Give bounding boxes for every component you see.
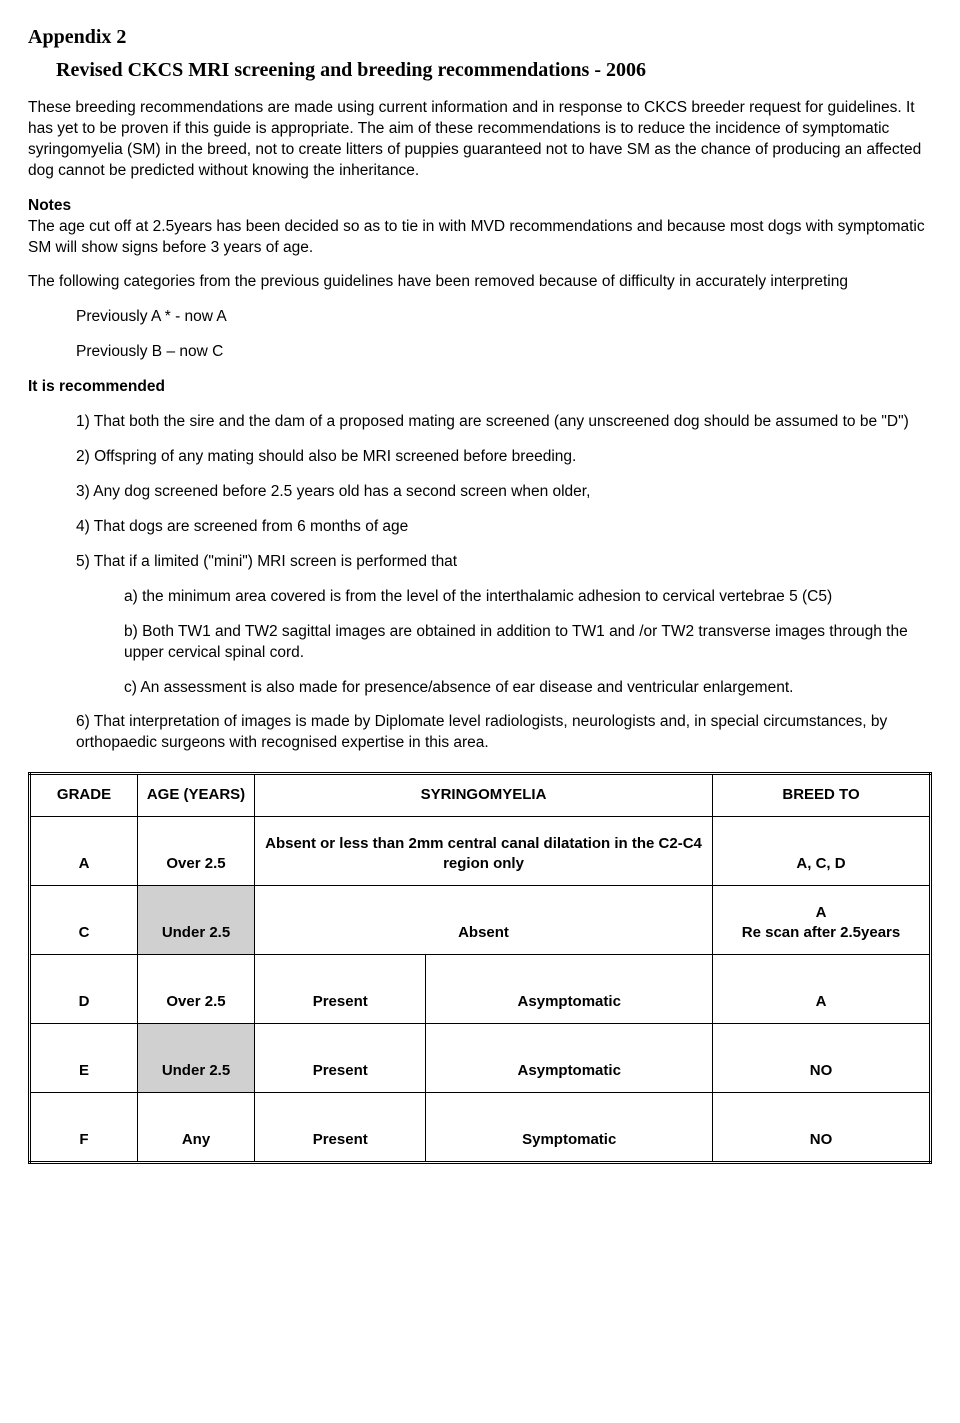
removed-b: Previously B – now C [76, 342, 932, 363]
rec-5: 5) That if a limited ("mini") MRI screen… [76, 552, 932, 573]
rec-5c: c) An assessment is also made for presen… [124, 678, 932, 699]
appendix-label: Appendix 2 [28, 24, 932, 51]
cell-sm2: Asymptomatic [426, 1023, 713, 1092]
cell-age: Over 2.5 [138, 954, 255, 1023]
cell-age: Under 2.5 [138, 1023, 255, 1092]
removed-categories-lead: The following categories from the previo… [28, 272, 932, 293]
th-breed: BREED TO [713, 774, 931, 816]
table-row: E Under 2.5 Present Asymptomatic NO [30, 1023, 931, 1092]
cell-breed: A Re scan after 2.5years [713, 885, 931, 954]
cell-sm: Present [255, 1092, 426, 1162]
table-row: F Any Present Symptomatic NO [30, 1092, 931, 1162]
document-title: Revised CKCS MRI screening and breeding … [56, 57, 932, 84]
notes-body: The age cut off at 2.5years has been dec… [28, 217, 932, 259]
cell-breed: A, C, D [713, 816, 931, 885]
rec-5a: a) the minimum area covered is from the … [124, 587, 932, 608]
cell-sm: Present [255, 1023, 426, 1092]
recommended-heading: It is recommended [28, 377, 932, 398]
cell-sm: Absent or less than 2mm central canal di… [255, 816, 713, 885]
cell-age: Over 2.5 [138, 816, 255, 885]
th-age: AGE (YEARS) [138, 774, 255, 816]
cell-sm: Absent [255, 885, 713, 954]
table-row: C Under 2.5 Absent A Re scan after 2.5ye… [30, 885, 931, 954]
cell-breed: NO [713, 1023, 931, 1092]
cell-breed: A [713, 954, 931, 1023]
rec-3: 3) Any dog screened before 2.5 years old… [76, 482, 932, 503]
cell-sm: Present [255, 954, 426, 1023]
table-row: D Over 2.5 Present Asymptomatic A [30, 954, 931, 1023]
cell-grade: D [30, 954, 138, 1023]
notes-heading: Notes [28, 196, 932, 217]
rec-4: 4) That dogs are screened from 6 months … [76, 517, 932, 538]
rec-6: 6) That interpretation of images is made… [76, 712, 932, 754]
th-sm: SYRINGOMYELIA [255, 774, 713, 816]
cell-grade: A [30, 816, 138, 885]
rec-5b: b) Both TW1 and TW2 sagittal images are … [124, 622, 932, 664]
cell-grade: E [30, 1023, 138, 1092]
cell-sm2: Symptomatic [426, 1092, 713, 1162]
cell-breed: NO [713, 1092, 931, 1162]
cell-grade: F [30, 1092, 138, 1162]
table-header-row: GRADE AGE (YEARS) SYRINGOMYELIA BREED TO [30, 774, 931, 816]
th-grade: GRADE [30, 774, 138, 816]
cell-sm2: Asymptomatic [426, 954, 713, 1023]
cell-age: Any [138, 1092, 255, 1162]
rec-2: 2) Offspring of any mating should also b… [76, 447, 932, 468]
grade-table: GRADE AGE (YEARS) SYRINGOMYELIA BREED TO… [28, 772, 932, 1163]
table-row: A Over 2.5 Absent or less than 2mm centr… [30, 816, 931, 885]
rec-1: 1) That both the sire and the dam of a p… [76, 412, 932, 433]
cell-grade: C [30, 885, 138, 954]
cell-age: Under 2.5 [138, 885, 255, 954]
intro-paragraph: These breeding recommendations are made … [28, 98, 932, 182]
removed-a: Previously A * - now A [76, 307, 932, 328]
